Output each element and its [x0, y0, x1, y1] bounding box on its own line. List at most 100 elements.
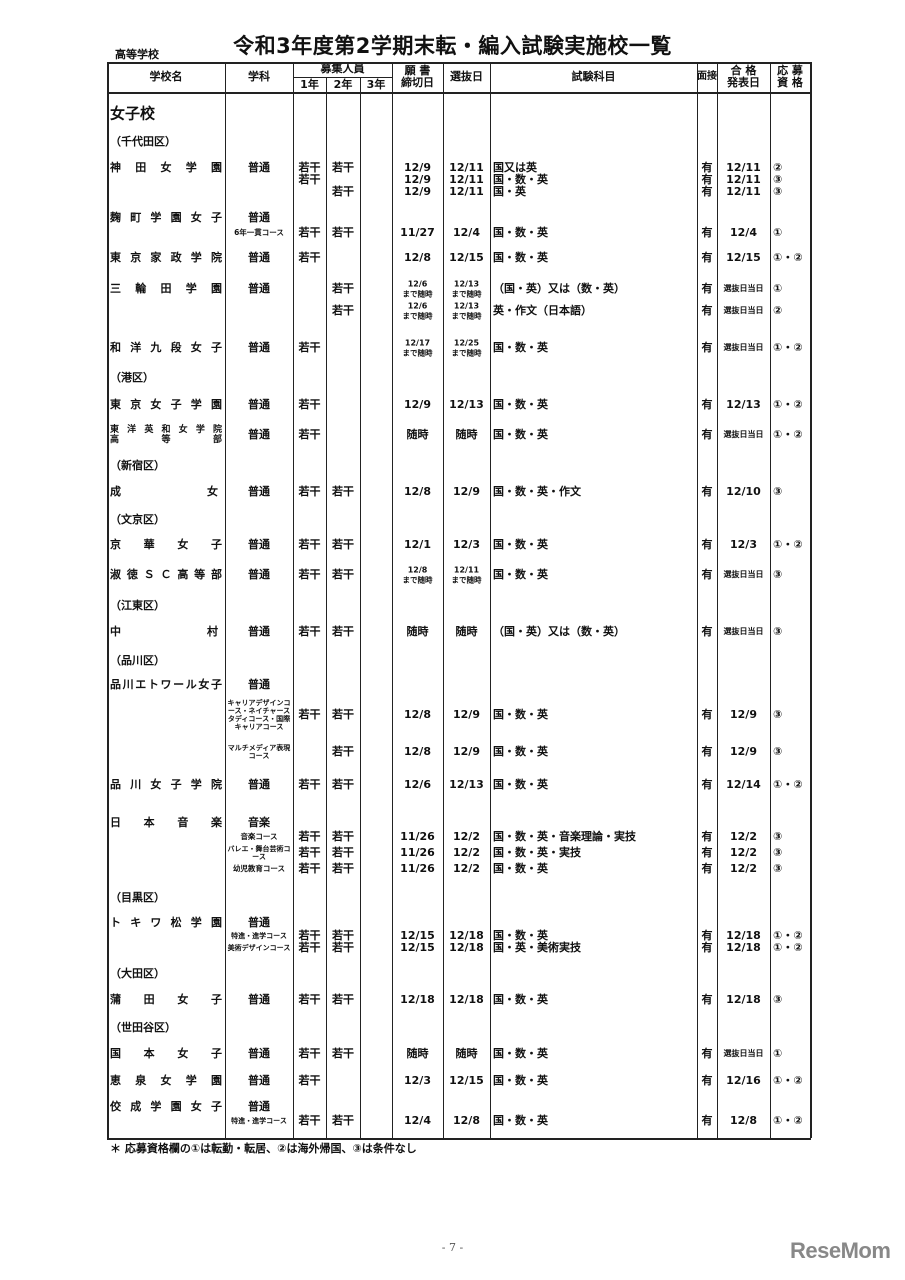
date-text: 12/6 [407, 301, 428, 311]
course-name: バレエ・舞台芸術コース [227, 845, 291, 861]
grade-1-quota: 若干 [298, 830, 321, 843]
application-deadline: 12/8 [404, 708, 431, 721]
interview: 有 [701, 1074, 713, 1087]
grade-2-quota: 若干 [332, 846, 354, 859]
eligibility: ③ [773, 173, 783, 186]
selection-date: 12/13 [449, 778, 484, 791]
footnote: ＊ 応募資格欄の①は転勤・転居、②は海外帰国、③は条件なし [110, 1142, 417, 1155]
grade-1-quota: 若干 [298, 1047, 321, 1060]
header-grade-1: 1年 [300, 78, 319, 91]
department: 普通 [248, 211, 270, 224]
application-deadline: 12/9 [404, 398, 431, 411]
grade-1-quota: 若干 [298, 1074, 321, 1087]
selection-date: 12/11 [449, 161, 484, 174]
eligibility: ①・② [773, 398, 803, 411]
interview: 有 [701, 538, 713, 551]
grade-2-quota: 若干 [332, 830, 354, 843]
exam-subjects: 国・数・英・作文 [493, 485, 581, 498]
school-name: 東京家政学院 [110, 252, 222, 264]
course-name: 6年一貫コース [234, 228, 284, 237]
application-deadline: 11/26 [400, 862, 435, 875]
application-deadline: 11/26 [400, 830, 435, 843]
exam-subjects: 国・数・英 [493, 929, 548, 942]
announcement-date: 選抜日当日 [723, 284, 764, 293]
grade-1-quota: 若干 [298, 778, 321, 791]
interview: 有 [701, 830, 713, 843]
header-announce-1: 合 格 [730, 64, 757, 77]
application-deadline: 12/17 まで随時 [392, 339, 443, 358]
header-deadline-1: 願 書 [404, 64, 431, 77]
school-name: トキワ松学園 [110, 917, 222, 929]
interview: 有 [701, 708, 713, 721]
eligibility: ③ [773, 745, 783, 758]
grade-2-quota: 若干 [332, 568, 354, 581]
eligibility: ①・② [773, 941, 803, 954]
school-name-line: 高等部 [110, 435, 222, 445]
eligibility: ③ [773, 862, 783, 875]
grade-2-quota: 若干 [332, 1114, 354, 1127]
interview: 有 [701, 398, 713, 411]
application-deadline: 12/18 [400, 993, 435, 1006]
grade-2-quota: 若干 [332, 929, 354, 942]
announcement-date: 12/8 [730, 1114, 757, 1127]
header-recruit: 募集人員 [320, 62, 365, 75]
grade-2-quota: 若干 [332, 862, 354, 875]
application-deadline: 11/27 [400, 226, 435, 239]
school-name: 品川女子学院 [110, 779, 222, 791]
selection-date: 12/9 [453, 708, 480, 721]
grade-2-quota: 若干 [332, 1047, 354, 1060]
exam-subjects: 国・数・英 [493, 708, 548, 721]
eligibility: ③ [773, 846, 783, 859]
application-deadline: 11/26 [400, 846, 435, 859]
interview: 有 [701, 485, 713, 498]
grade-1-quota: 若干 [298, 993, 321, 1006]
grade-1-quota: 若干 [298, 161, 321, 174]
ward-heading: （新宿区） [110, 459, 165, 472]
school-name-text: 恵泉女学園 [110, 1074, 222, 1087]
selection-date: 12/9 [453, 745, 480, 758]
selection-date: 12/25 まで随時 [443, 339, 490, 358]
application-deadline: 12/9 [404, 173, 431, 186]
grid-line-vertical [490, 62, 491, 1138]
application-deadline: 12/15 [400, 941, 435, 954]
application-deadline: 12/6 まで随時 [392, 302, 443, 321]
eligibility: ③ [773, 185, 783, 198]
course-name: キャリアデザインコース・ネイチャースタディコース・国際キャリアコース [227, 699, 291, 731]
interview: 有 [701, 778, 713, 791]
header-elig-2: 資 格 [777, 76, 803, 89]
ward-heading: （文京区） [110, 513, 165, 526]
grid-line-vertical [225, 62, 226, 1138]
announcement-date: 選抜日当日 [723, 343, 764, 352]
announcement-date: 12/4 [730, 226, 757, 239]
grid-line-horizontal [293, 77, 393, 78]
grade-2-quota: 若干 [332, 625, 354, 638]
selection-date: 12/11 [449, 185, 484, 198]
interview: 有 [701, 846, 713, 859]
eligibility: ③ [773, 830, 783, 843]
page-number: - 7 - [441, 1241, 464, 1254]
announcement-date: 12/15 [726, 251, 761, 264]
grade-2-quota: 若干 [332, 161, 354, 174]
selection-date: 12/8 [453, 1114, 480, 1127]
announcement-date: 12/18 [726, 929, 761, 942]
school-name-text: 品川エトワール女子 [110, 678, 222, 691]
exam-subjects: 国・数・英 [493, 538, 548, 551]
application-deadline: 12/8 [404, 485, 431, 498]
exam-subjects: 国・数・英 [493, 745, 548, 758]
selection-date: 12/15 [449, 251, 484, 264]
exam-subjects: （国・英）又は（数・英） [493, 625, 625, 638]
selection-date: 12/11 まで随時 [443, 566, 490, 585]
grade-2-quota: 若干 [332, 538, 354, 551]
interview: 有 [701, 428, 713, 441]
grid-line-vertical [443, 62, 444, 1138]
announcement-date: 12/2 [730, 846, 757, 859]
eligibility: ①・② [773, 538, 803, 551]
announcement-date: 選抜日当日 [723, 306, 764, 315]
selection-date: 12/13 まで随時 [443, 302, 490, 321]
application-deadline: 随時 [406, 428, 429, 441]
application-deadline: 12/9 [404, 161, 431, 174]
grid-line-vertical [810, 62, 812, 1138]
interview: 有 [701, 862, 713, 875]
date-text: 12/13 [453, 279, 480, 289]
grade-2-quota: 若干 [332, 282, 354, 295]
